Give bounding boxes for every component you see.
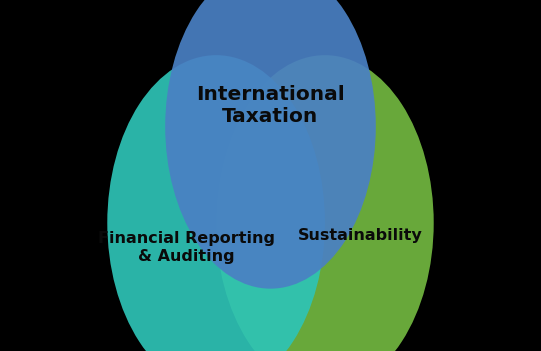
Text: Sustainability: Sustainability [298, 228, 423, 243]
Ellipse shape [107, 55, 325, 351]
Text: Financial Reporting
& Auditing: Financial Reporting & Auditing [98, 231, 275, 264]
Ellipse shape [165, 0, 376, 289]
Text: International
Taxation: International Taxation [196, 85, 345, 126]
Ellipse shape [216, 55, 434, 351]
